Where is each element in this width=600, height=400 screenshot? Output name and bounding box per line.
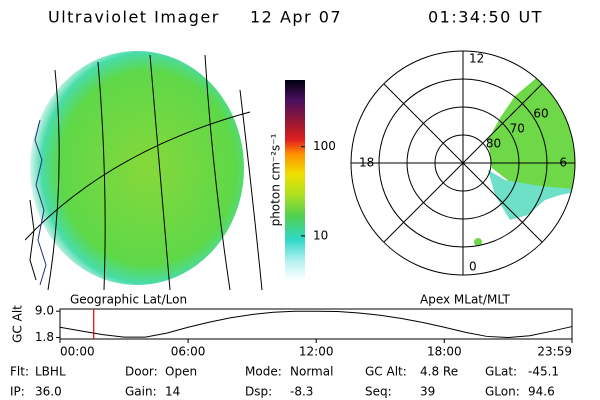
status-value: -45.1 <box>528 365 559 379</box>
status-value: -8.3 <box>290 385 313 399</box>
status-label: Dsp: <box>245 385 272 399</box>
status-label: Gain: <box>125 385 157 399</box>
lat-label: 80 <box>486 136 501 150</box>
x-tick-label: 23:59 <box>537 345 572 359</box>
lat-ring <box>434 134 492 192</box>
colorbar <box>285 80 305 280</box>
altitude-line <box>59 310 573 339</box>
status-label: Door: <box>125 365 158 379</box>
lat-label: 60 <box>533 107 548 121</box>
x-tick-label: 12:00 <box>299 345 334 359</box>
mlt-label: 6 <box>559 156 567 170</box>
mlt-label: 0 <box>469 260 477 274</box>
colorbar-tick-label: 100 <box>313 139 336 153</box>
status-label: GC Alt: <box>365 365 407 379</box>
status-value: 14 <box>165 385 180 399</box>
status-value: 94.6 <box>528 385 555 399</box>
geographic-image <box>25 51 263 290</box>
mlt-label: 12 <box>469 52 484 66</box>
colorbar-tick-label: 10 <box>313 228 328 242</box>
status-value: 36.0 <box>35 385 62 399</box>
mlt-label: 18 <box>359 156 374 170</box>
status-value: LBHL <box>35 365 66 379</box>
y-axis-label: GC Alt <box>11 305 25 343</box>
geo-grid <box>25 54 263 290</box>
x-tick-label: 00:00 <box>60 345 95 359</box>
status-label: Mode: <box>245 365 282 379</box>
y-tick-label: 1.8 <box>35 330 54 344</box>
left-panel-label: Geographic Lat/Lon <box>70 293 187 307</box>
polar-spokes <box>351 51 575 275</box>
lat-ring <box>406 106 520 220</box>
right-panel-label: Apex MLat/MLT <box>420 293 510 307</box>
status-value: 4.8 Re <box>420 365 458 379</box>
y-tick-label: 9.0 <box>35 304 54 318</box>
status-value: Normal <box>290 365 333 379</box>
status-label: Seq: <box>365 385 392 399</box>
instrument-title: Ultraviolet Imager <box>48 8 220 27</box>
date: 12 Apr 07 <box>250 8 342 27</box>
polar-image <box>474 60 575 246</box>
status-label: IP: <box>10 385 25 399</box>
lat-ring <box>378 78 548 248</box>
time: 01:34:50 UT <box>428 8 543 27</box>
colorbar-label: photon cm⁻²s⁻¹ <box>269 133 283 226</box>
x-tick-label: 06:00 <box>171 345 206 359</box>
altitude-frame <box>59 308 573 340</box>
status-label: GLat: <box>485 365 517 379</box>
earth-disk <box>30 51 244 285</box>
status-value: Open <box>165 365 197 379</box>
status-value: 39 <box>420 385 435 399</box>
status-label: Flt: <box>10 365 29 379</box>
x-tick-label: 18:00 <box>427 345 462 359</box>
status-label: GLon: <box>485 385 520 399</box>
lat-label: 70 <box>510 122 525 136</box>
